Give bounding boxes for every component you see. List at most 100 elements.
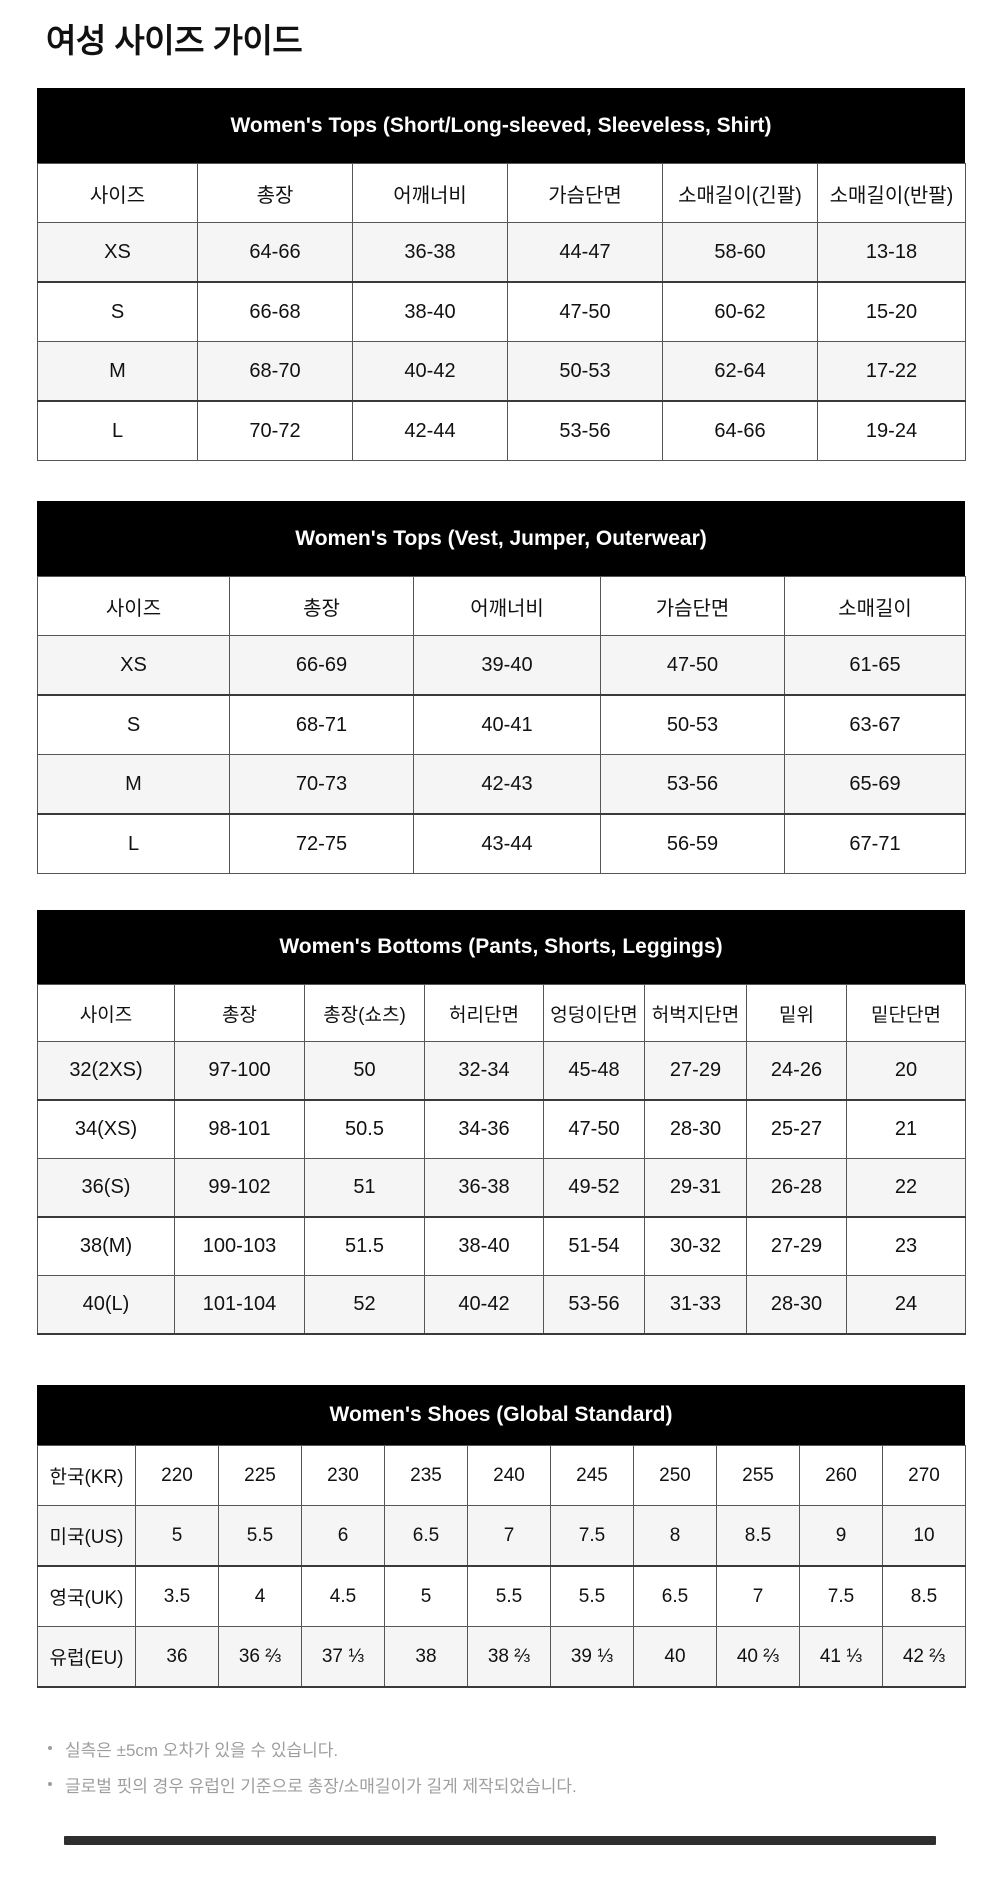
row-label-cell: XS (37, 635, 230, 696)
data-cell: 53-56 (543, 1275, 645, 1335)
table-header-row: 사이즈 총장 어깨너비 가슴단면 소매길이(긴팔) 소매길이(반팔) (37, 163, 966, 223)
data-cell: 64-66 (662, 400, 818, 461)
data-cell: 23 (846, 1216, 966, 1276)
footnote-bullet (48, 1782, 52, 1786)
data-cell: 64-66 (197, 222, 353, 283)
row-label-cell: 38(M) (37, 1216, 175, 1276)
data-cell: 99-102 (174, 1158, 305, 1218)
data-cell: 39 ⅓ (550, 1626, 634, 1688)
row-label-cell: 영국(UK) (37, 1565, 136, 1627)
table-row: XS 64-66 36-38 44-47 58-60 13-18 (37, 222, 966, 283)
data-cell: 66-68 (197, 281, 353, 342)
data-cell: 66-69 (229, 635, 414, 696)
data-cell: 5 (384, 1565, 468, 1627)
data-cell: 30-32 (644, 1216, 747, 1276)
data-cell: 101-104 (174, 1275, 305, 1335)
footnote-item: 실측은 ±5cm 오차가 있을 수 있습니다. (48, 1734, 1000, 1762)
row-label-cell: S (37, 694, 230, 755)
data-cell: 70-72 (197, 400, 353, 461)
data-cell: 8.5 (882, 1565, 966, 1627)
data-cell: 44-47 (507, 222, 663, 283)
table-caption-band: Women's Tops (Short/Long-sleeved, Sleeve… (37, 88, 965, 163)
data-cell: 235 (384, 1445, 468, 1506)
footnote-item: 글로벌 핏의 경우 유럽인 기준으로 총장/소매길이가 길게 제작되었습니다. (48, 1770, 1000, 1798)
data-cell: 63-67 (784, 694, 966, 755)
column-header-cell: 소매길이(반팔) (817, 163, 966, 223)
data-cell: 42-43 (413, 754, 601, 815)
column-header-cell: 허리단면 (424, 984, 544, 1042)
data-cell: 225 (218, 1445, 302, 1506)
row-label-cell: 유럽(EU) (37, 1626, 136, 1688)
data-cell: 58-60 (662, 222, 818, 283)
data-cell: 56-59 (600, 813, 785, 874)
data-cell: 17-22 (817, 341, 966, 402)
data-cell: 5 (135, 1505, 219, 1567)
row-label-cell: 32(2XS) (37, 1041, 175, 1101)
data-cell: 47-50 (543, 1099, 645, 1159)
row-label-cell: XS (37, 222, 198, 283)
column-header-cell: 어깨너비 (413, 576, 601, 636)
footnote-text: 글로벌 핏의 경우 유럽인 기준으로 총장/소매길이가 길게 제작되었습니다. (65, 1776, 577, 1796)
table-row: M 70-73 42-43 53-56 65-69 (37, 754, 966, 815)
data-cell: 32-34 (424, 1041, 544, 1101)
table-row: 36(S) 99-102 51 36-38 49-52 29-31 26-28 22 (37, 1158, 966, 1218)
table-row: 미국(US) 5 5.5 6 6.5 7 7.5 8 8.5 9 10 (37, 1505, 966, 1567)
data-cell: 37 ⅓ (301, 1626, 385, 1688)
data-cell: 250 (633, 1445, 717, 1506)
row-label-cell: 한국(KR) (37, 1445, 136, 1506)
data-cell: 43-44 (413, 813, 601, 874)
size-table-section-shoes: Women's Shoes (Global Standard) 한국(KR) 22… (37, 1385, 966, 1688)
data-cell: 8.5 (716, 1505, 800, 1567)
data-cell: 255 (716, 1445, 800, 1506)
data-cell: 53-56 (507, 400, 663, 461)
column-header-cell: 사이즈 (37, 984, 175, 1042)
row-label-cell: L (37, 400, 198, 461)
data-cell: 6.5 (633, 1565, 717, 1627)
data-cell: 51 (304, 1158, 425, 1218)
table-row: M 68-70 40-42 50-53 62-64 17-22 (37, 341, 966, 402)
data-cell: 4 (218, 1565, 302, 1627)
data-cell: 34-36 (424, 1099, 544, 1159)
data-cell: 24-26 (746, 1041, 847, 1101)
data-cell: 245 (550, 1445, 634, 1506)
table-row: L 70-72 42-44 53-56 64-66 19-24 (37, 400, 966, 461)
data-cell: 50-53 (600, 694, 785, 755)
data-cell: 7.5 (799, 1565, 883, 1627)
data-cell: 13-18 (817, 222, 966, 283)
data-cell: 42 ⅔ (882, 1626, 966, 1688)
table-row: 40(L) 101-104 52 40-42 53-56 31-33 28-30 24 (37, 1275, 966, 1335)
data-cell: 260 (799, 1445, 883, 1506)
column-header-cell: 총장(쇼츠) (304, 984, 425, 1042)
data-cell: 50 (304, 1041, 425, 1101)
data-cell: 45-48 (543, 1041, 645, 1101)
table-row: 32(2XS) 97-100 50 32-34 45-48 27-29 24-26 20 (37, 1041, 966, 1101)
table-row: 34(XS) 98-101 50.5 34-36 47-50 28-30 25-27 21 (37, 1099, 966, 1159)
size-guide-page: 여성 사이즈 가이드 Women's Tops (Short/Long-slee… (37, 22, 1000, 1845)
data-cell: 72-75 (229, 813, 414, 874)
column-header-cell: 허벅지단면 (644, 984, 747, 1042)
data-cell: 97-100 (174, 1041, 305, 1101)
data-cell: 36-38 (424, 1158, 544, 1218)
data-cell: 38-40 (424, 1216, 544, 1276)
row-label-cell: S (37, 281, 198, 342)
data-cell: 19-24 (817, 400, 966, 461)
data-cell: 39-40 (413, 635, 601, 696)
data-cell: 40-41 (413, 694, 601, 755)
data-cell: 20 (846, 1041, 966, 1101)
data-cell: 51.5 (304, 1216, 425, 1276)
table-row: 38(M) 100-103 51.5 38-40 51-54 30-32 27-29 23 (37, 1216, 966, 1276)
page-title: 여성 사이즈 가이드 (46, 22, 303, 59)
data-cell: 36-38 (352, 222, 508, 283)
size-table-section-tops-outer: Women's Tops (Vest, Jumper, Outerwear) 사… (37, 501, 966, 874)
data-cell: 26-28 (746, 1158, 847, 1218)
data-cell: 24 (846, 1275, 966, 1335)
table-header-row: 사이즈 총장 총장(쇼츠) 허리단면 엉덩이단면 허벅지단면 밑위 밑단단면 (37, 984, 966, 1042)
row-label-cell: 34(XS) (37, 1099, 175, 1159)
data-cell: 100-103 (174, 1216, 305, 1276)
footnote-bullet (48, 1746, 52, 1750)
data-cell: 67-71 (784, 813, 966, 874)
data-cell: 36 (135, 1626, 219, 1688)
data-cell: 41 ⅓ (799, 1626, 883, 1688)
data-cell: 38-40 (352, 281, 508, 342)
column-header-cell: 엉덩이단면 (543, 984, 645, 1042)
